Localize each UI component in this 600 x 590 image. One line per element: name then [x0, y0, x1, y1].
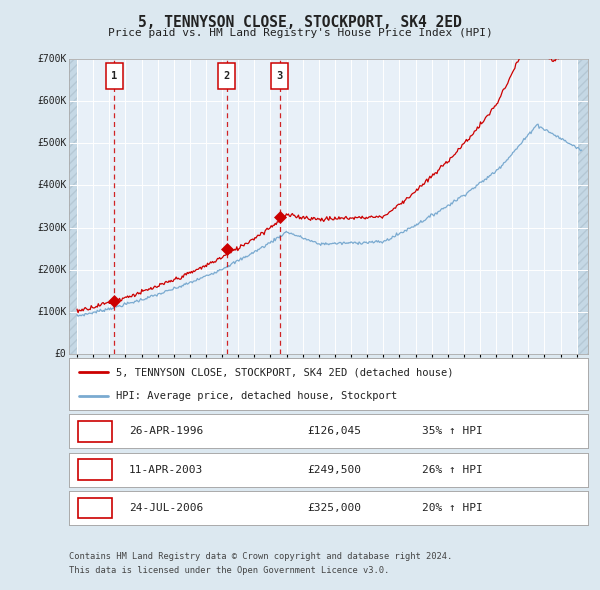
Text: £0: £0: [55, 349, 67, 359]
Text: £600K: £600K: [37, 96, 67, 106]
FancyBboxPatch shape: [79, 498, 112, 518]
Text: 26% ↑ HPI: 26% ↑ HPI: [422, 465, 482, 474]
FancyBboxPatch shape: [271, 63, 289, 88]
Text: 1: 1: [112, 71, 118, 81]
FancyBboxPatch shape: [218, 63, 235, 88]
Text: 5, TENNYSON CLOSE, STOCKPORT, SK4 2ED (detached house): 5, TENNYSON CLOSE, STOCKPORT, SK4 2ED (d…: [116, 367, 453, 377]
Text: 5, TENNYSON CLOSE, STOCKPORT, SK4 2ED: 5, TENNYSON CLOSE, STOCKPORT, SK4 2ED: [138, 15, 462, 30]
Text: £100K: £100K: [37, 307, 67, 317]
Text: 35% ↑ HPI: 35% ↑ HPI: [422, 427, 482, 436]
Text: 26-APR-1996: 26-APR-1996: [128, 427, 203, 436]
Text: 2: 2: [92, 463, 99, 476]
Text: Price paid vs. HM Land Registry's House Price Index (HPI): Price paid vs. HM Land Registry's House …: [107, 28, 493, 38]
Text: HPI: Average price, detached house, Stockport: HPI: Average price, detached house, Stoc…: [116, 391, 397, 401]
Text: £200K: £200K: [37, 265, 67, 275]
Text: 2: 2: [224, 71, 230, 81]
Bar: [69, 59, 77, 354]
FancyBboxPatch shape: [106, 63, 124, 88]
Text: 11-APR-2003: 11-APR-2003: [128, 465, 203, 474]
Text: £126,045: £126,045: [308, 427, 362, 436]
Text: £400K: £400K: [37, 181, 67, 191]
Text: 20% ↑ HPI: 20% ↑ HPI: [422, 503, 482, 513]
Text: 1: 1: [92, 425, 99, 438]
FancyBboxPatch shape: [79, 421, 112, 441]
Text: £325,000: £325,000: [308, 503, 362, 513]
Text: 3: 3: [92, 502, 99, 514]
Text: £500K: £500K: [37, 138, 67, 148]
Text: £700K: £700K: [37, 54, 67, 64]
Bar: [577, 59, 588, 354]
Text: This data is licensed under the Open Government Licence v3.0.: This data is licensed under the Open Gov…: [69, 566, 389, 575]
Text: £249,500: £249,500: [308, 465, 362, 474]
Text: £300K: £300K: [37, 222, 67, 232]
FancyBboxPatch shape: [79, 460, 112, 480]
Text: Contains HM Land Registry data © Crown copyright and database right 2024.: Contains HM Land Registry data © Crown c…: [69, 552, 452, 560]
Text: 3: 3: [277, 71, 283, 81]
Text: 24-JUL-2006: 24-JUL-2006: [128, 503, 203, 513]
